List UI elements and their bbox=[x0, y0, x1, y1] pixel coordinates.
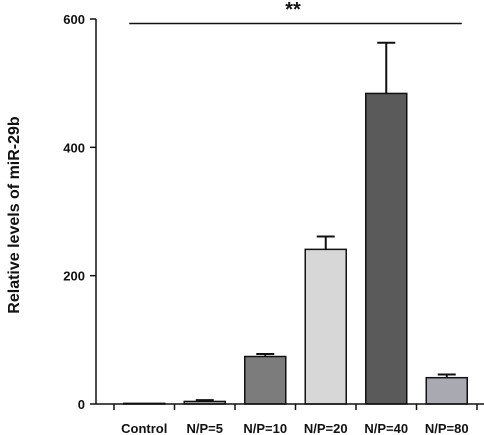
x-tick-label: N/P=40 bbox=[364, 421, 408, 435]
bar bbox=[244, 355, 287, 405]
y-tick-label: 600 bbox=[63, 12, 85, 27]
bars-layer bbox=[123, 41, 468, 405]
y-axis-title: Relative levels of miR-29b bbox=[6, 116, 23, 314]
y-tick-label: 200 bbox=[63, 269, 85, 284]
bar bbox=[365, 92, 408, 405]
axes-layer: Control N/P=5 N/P=10 N/P=20 N/P=40 N/P=80 0 200… bbox=[63, 12, 484, 435]
x-tick-label: N/P=20 bbox=[304, 421, 348, 435]
bar bbox=[425, 376, 468, 405]
x-tick-label: N/P=80 bbox=[425, 421, 469, 435]
y-tick-label: 0 bbox=[78, 397, 85, 412]
x-tick-label: N/P=10 bbox=[243, 421, 287, 435]
y-tick-label: 400 bbox=[63, 140, 85, 155]
x-tick-label: N/P=5 bbox=[187, 421, 224, 435]
bar bbox=[304, 248, 347, 405]
x-tick-label: Control bbox=[121, 421, 167, 435]
significance-label: ** bbox=[285, 0, 301, 21]
